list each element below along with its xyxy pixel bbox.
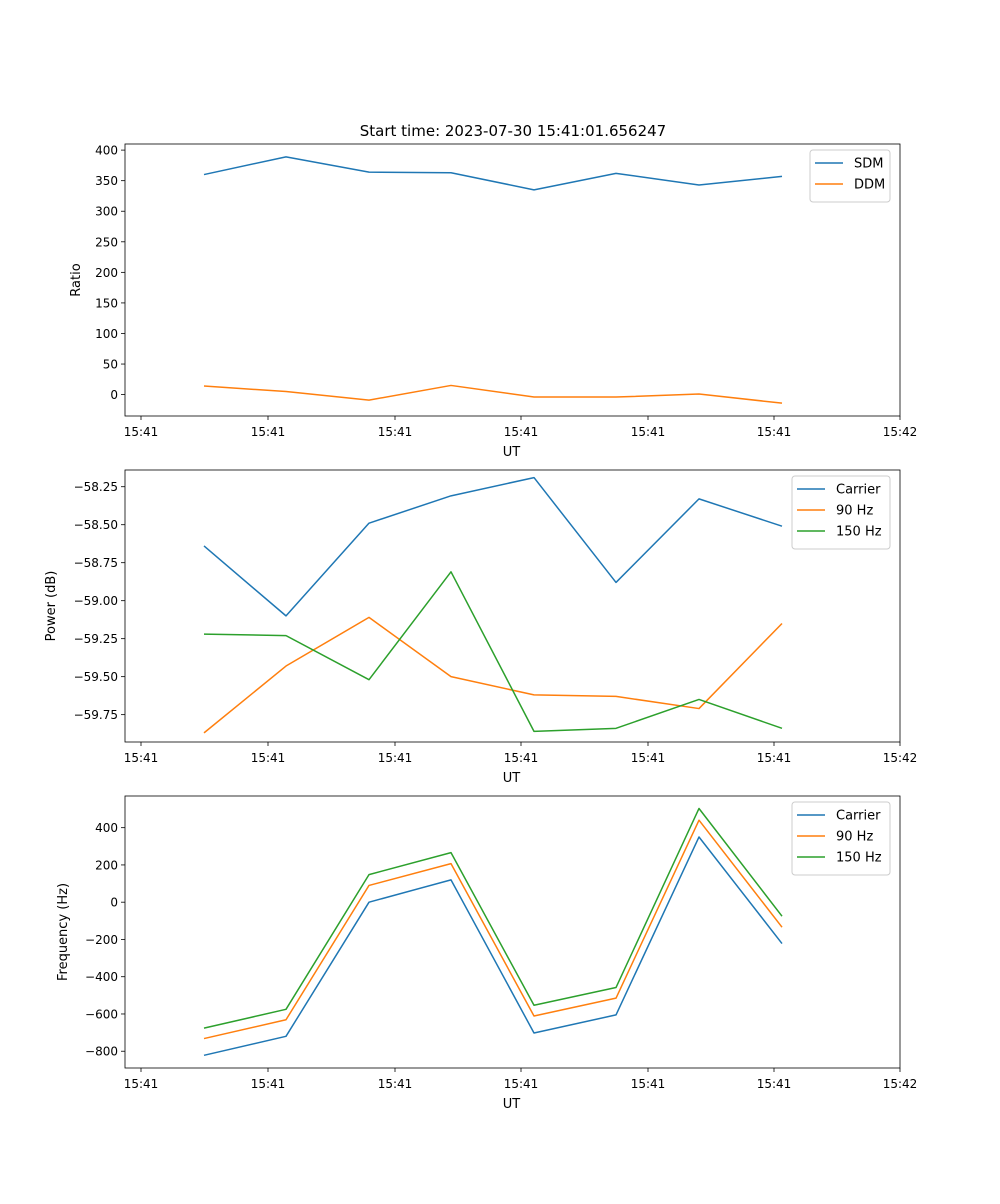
y-tick-label: −600 [85, 1007, 118, 1021]
y-tick-label: −58.50 [74, 518, 118, 532]
x-tick-label: 15:41 [757, 751, 792, 765]
y-tick-label: −59.00 [74, 594, 118, 608]
x-axis-label: UT [503, 1097, 521, 1112]
x-tick-label: 15:42 [883, 751, 918, 765]
y-axis-label: Frequency (Hz) [56, 883, 71, 981]
series-line-ddm [203, 384, 783, 404]
x-tick-label: 15:41 [124, 1077, 159, 1091]
axes-frame [124, 143, 901, 417]
y-tick-label: 50 [103, 358, 118, 372]
axes-frame [124, 795, 901, 1069]
y-tick-label: 0 [110, 896, 118, 910]
series-line-sdm [203, 156, 783, 191]
legend-label-150-hz: 150 Hz [836, 851, 882, 866]
y-tick-label: 200 [95, 266, 118, 280]
x-tick-label: 15:41 [757, 1077, 792, 1091]
x-tick-label: 15:41 [504, 425, 539, 439]
x-tick-label: 15:41 [631, 751, 666, 765]
legend: Carrier 90 Hz 150 Hz [791, 475, 891, 550]
y-tick-label: 150 [95, 296, 118, 310]
y-tick-label: 100 [95, 327, 118, 341]
y-tick-label: −58.25 [74, 480, 118, 494]
x-tick-label: 15:41 [504, 1077, 539, 1091]
y-tick-label: −59.75 [74, 708, 118, 722]
figure-title: Start time: 2023-07-30 15:41:01.656247 [360, 122, 666, 140]
x-tick-label: 15:41 [251, 425, 286, 439]
x-tick-label: 15:41 [124, 425, 159, 439]
series-line-carrier [203, 476, 783, 617]
series-line-90-hz [203, 616, 783, 734]
series-line-150-hz [203, 807, 783, 1029]
x-axis-label: UT [503, 771, 521, 786]
x-tick-label: 15:42 [883, 1077, 918, 1091]
x-tick-label: 15:41 [757, 425, 792, 439]
chart-panel-1: 15:41 15:41 15:41 15:41 15:41 15:41 15:42 UT 0 50… [69, 143, 918, 460]
legend-label-90-hz: 90 Hz [836, 830, 873, 845]
chart-panel-2: 15:41 15:41 15:41 15:41 15:41 15:41 15:42 UT −59… [44, 469, 918, 786]
y-tick-label: 0 [110, 388, 118, 402]
y-axis-label: Power (dB) [44, 571, 59, 642]
x-axis-label: UT [503, 445, 521, 460]
x-tick-label: 15:41 [378, 1077, 413, 1091]
legend: SDM DDM [809, 149, 891, 203]
x-tick-label: 15:41 [251, 751, 286, 765]
y-tick-label: 350 [95, 174, 118, 188]
y-axis-label: Ratio [69, 263, 84, 296]
y-tick-label: −400 [85, 970, 118, 984]
x-tick-label: 15:41 [124, 751, 159, 765]
y-tick-label: −800 [85, 1045, 118, 1059]
chart-panel-3: 15:41 15:41 15:41 15:41 15:41 15:41 15:42 UT −80… [56, 795, 918, 1112]
x-tick-label: 15:41 [378, 425, 413, 439]
y-tick-label: 200 [95, 858, 118, 872]
y-tick-label: −200 [85, 933, 118, 947]
y-tick-label: 250 [95, 235, 118, 249]
legend-label-ddm: DDM [854, 178, 885, 193]
x-tick-label: 15:42 [883, 425, 918, 439]
series-line-150-hz [203, 571, 783, 733]
y-tick-label: −59.50 [74, 670, 118, 684]
series-line-90-hz [203, 819, 783, 1040]
x-tick-label: 15:41 [631, 1077, 666, 1091]
x-tick-label: 15:41 [251, 1077, 286, 1091]
legend-label-carrier: Carrier [836, 483, 881, 498]
legend-label-sdm: SDM [854, 157, 883, 172]
y-tick-label: 400 [95, 821, 118, 835]
x-tick-label: 15:41 [504, 751, 539, 765]
legend-label-90-hz: 90 Hz [836, 504, 873, 519]
x-tick-label: 15:41 [378, 751, 413, 765]
series-line-carrier [203, 836, 783, 1057]
y-tick-label: 400 [95, 144, 118, 158]
y-tick-label: −58.75 [74, 556, 118, 570]
y-tick-label: −59.25 [74, 632, 118, 646]
legend: Carrier 90 Hz 150 Hz [791, 801, 891, 876]
x-tick-label: 15:41 [631, 425, 666, 439]
axes-frame [124, 469, 901, 743]
y-tick-label: 300 [95, 205, 118, 219]
legend-label-150-hz: 150 Hz [836, 525, 882, 540]
legend-label-carrier: Carrier [836, 809, 881, 824]
